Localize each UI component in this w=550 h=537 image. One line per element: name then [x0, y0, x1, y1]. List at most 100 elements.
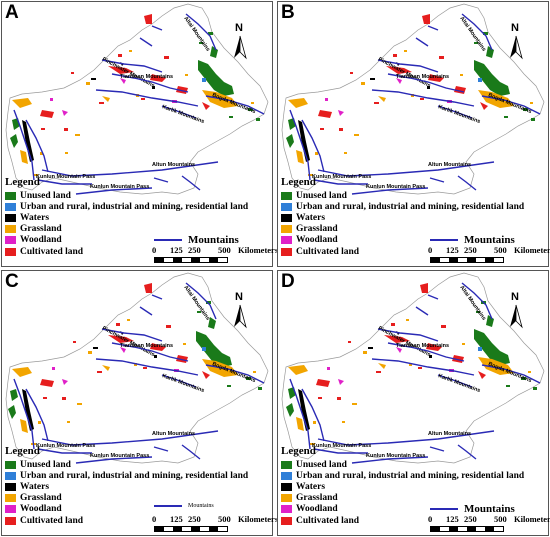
land-patch-woodland: [338, 379, 344, 385]
legend-item: Unused land: [5, 459, 248, 470]
land-patch-unused-land: [8, 405, 16, 419]
scale-tick-label: 125: [446, 245, 459, 255]
legend-swatch: [5, 471, 16, 480]
mountain-line: [289, 378, 311, 450]
legend-item: Urban and rural, industrial and mining, …: [281, 201, 524, 212]
mountain-line: [75, 456, 153, 464]
map-panel-c: Altai Mountains Pinchwater Mountains Tians…: [1, 270, 278, 536]
land-patch-grassland: [354, 134, 359, 136]
land-patch-grassland: [406, 319, 409, 321]
land-patch-grassland: [460, 74, 463, 76]
legend-item-label: Unused land: [296, 190, 347, 201]
land-patch-cultivated: [318, 110, 332, 118]
mountain-line: [153, 446, 169, 452]
land-patch-unused-land: [504, 116, 508, 118]
mountains-key: Mountains: [430, 503, 515, 515]
legend-item-label: Unused land: [20, 190, 71, 201]
mountain-label: Kunlun Mountain Pass: [312, 174, 371, 180]
land-patch-cultivated: [422, 14, 430, 24]
legend-item: Waters: [5, 481, 248, 492]
land-patch-cultivated: [350, 72, 353, 74]
land-patch-cultivated: [116, 323, 120, 326]
land-patch-grassland: [344, 152, 347, 154]
legend-item-label: Cultivated land: [296, 246, 360, 257]
land-patch-grassland: [378, 363, 386, 369]
land-patch-unused-land: [474, 60, 510, 96]
legend-swatch: [281, 460, 292, 469]
mountain-line: [25, 119, 49, 173]
legend-item-label: Urban and rural, industrial and mining, …: [20, 201, 249, 212]
legend-swatch: [281, 516, 292, 525]
land-patch-unused-land: [229, 116, 233, 118]
legend-swatch: [281, 494, 292, 503]
legend-swatch: [281, 191, 292, 200]
mountain-line: [351, 456, 429, 464]
land-patch-waters: [429, 355, 432, 358]
region-boundary: [5, 272, 269, 464]
mountain-line: [371, 89, 475, 107]
land-patch-grassland: [361, 82, 365, 85]
mountain-line: [457, 175, 477, 191]
land-patch-cultivated: [141, 98, 145, 100]
scale-tick-label: 500: [218, 245, 231, 255]
land-patch-grassland: [38, 421, 41, 424]
land-patch-cultivated: [348, 341, 351, 343]
land-patch-cultivated: [144, 283, 152, 293]
mountains-key: Mountains: [430, 234, 515, 246]
scale-bar: 0 125 250 500 Kilometers: [428, 245, 550, 263]
land-patch-grassland: [127, 319, 130, 321]
mountain-line: [185, 13, 217, 51]
mountain-line: [351, 187, 429, 195]
mountain-label: Altun Mountains: [428, 431, 471, 437]
land-patch-waters: [154, 355, 157, 358]
mountain-line-swatch: [154, 505, 182, 507]
north-arrow-icon: N: [506, 22, 530, 60]
mountain-line: [481, 95, 541, 115]
legend: Legend Unused land Urban and rural, indu…: [5, 176, 248, 257]
mountain-line: [301, 119, 325, 173]
legend: Legend Unused land Urban and rural, indu…: [5, 445, 248, 526]
land-patch-grassland: [102, 96, 110, 102]
scale-bar: 0 125 250 500 Kilometers: [428, 514, 550, 532]
mountain-line: [461, 282, 493, 320]
mountain-line: [457, 444, 477, 460]
legend-item-label: Urban and rural, industrial and mining, …: [296, 201, 525, 212]
land-patch-woodland: [396, 78, 402, 84]
land-patch-cultivated: [97, 371, 102, 373]
land-patch-grassland: [378, 96, 386, 102]
land-patch-woodland: [120, 347, 126, 353]
land-patch-grassland: [462, 343, 465, 345]
land-patch-unused-land: [506, 385, 510, 387]
mountain-line: [437, 105, 473, 119]
north-label: N: [235, 291, 243, 303]
scale-tick-label: 125: [170, 245, 183, 255]
panel-letter: B: [281, 2, 295, 23]
land-patch-unused-land: [286, 134, 294, 148]
legend-item: Cultivated land: [5, 515, 248, 526]
scale-unit: Kilometers: [514, 245, 550, 255]
land-patch-grassland: [77, 403, 82, 405]
land-patch-waters: [298, 120, 310, 162]
mountain-line: [429, 177, 445, 183]
land-patch-cultivated: [144, 14, 152, 24]
legend-item-label: Urban and rural, industrial and mining, …: [20, 470, 249, 481]
scale-bar: 0 125 250 500 Kilometers: [152, 245, 282, 263]
legend-item-label: Woodland: [296, 235, 338, 246]
scale-unit: Kilometers: [238, 245, 279, 255]
compass-arrow-icon: [234, 304, 247, 329]
legend: Legend Unused land Urban and rural, indu…: [281, 445, 524, 526]
land-patch-cultivated: [166, 325, 171, 328]
mountain-line: [313, 179, 368, 185]
legend-swatch: [281, 213, 292, 222]
land-patch-woodland: [62, 110, 68, 116]
scale-unit: Kilometers: [514, 514, 550, 524]
scale-unit: Kilometers: [238, 514, 279, 524]
land-patch-urban: [202, 347, 206, 351]
land-patch-cultivated: [40, 379, 54, 387]
scale-tick-label: 0: [152, 245, 157, 255]
legend-swatch: [5, 505, 16, 514]
land-patch-cultivated: [99, 102, 104, 104]
legend-item-label: Unused land: [20, 459, 71, 470]
mountain-line: [185, 282, 217, 320]
legend-item-label: Unused land: [296, 459, 347, 470]
